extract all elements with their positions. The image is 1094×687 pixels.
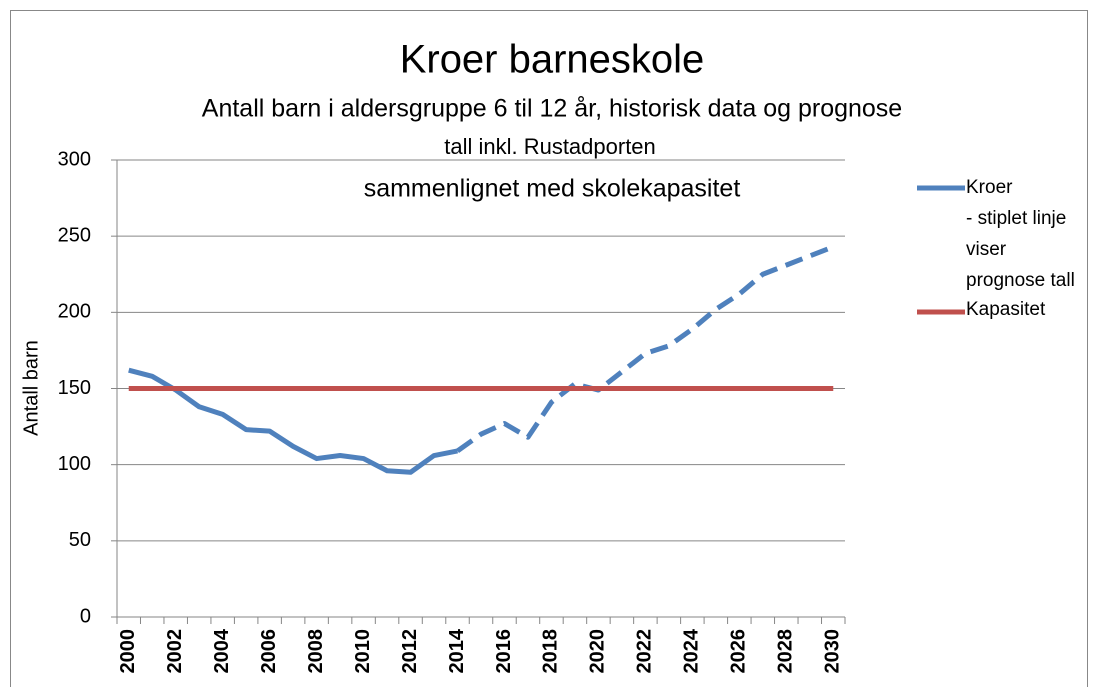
x-tick-label: 2014 (446, 628, 468, 673)
chart-subtitle: tall inkl. Rustadporten (444, 134, 656, 159)
y-tick-label: 100 (58, 453, 91, 475)
x-tick-label: 2004 (211, 628, 233, 673)
legend-label: - stiplet linje (966, 208, 1066, 229)
chart-frame (10, 10, 1088, 687)
y-axis-label: Antall barn (20, 340, 42, 436)
forecast-line (456, 244, 835, 453)
x-tick-label: 2006 (258, 629, 280, 674)
legend-label: Kroer (966, 177, 1013, 198)
chart-title: Kroer barneskole (400, 38, 705, 82)
x-tick-label: 2022 (634, 629, 656, 674)
x-tick-label: 2030 (822, 629, 844, 674)
x-tick-label: 2016 (493, 629, 515, 674)
x-tick-label: 2024 (681, 628, 703, 673)
legend-label: viser (966, 239, 1007, 260)
y-tick-label: 150 (58, 377, 91, 399)
x-tick-label: 2002 (164, 629, 186, 674)
x-tick-label: 2018 (540, 629, 562, 674)
x-tick-label: 2012 (399, 629, 421, 674)
x-tick-label: 2000 (117, 629, 139, 674)
y-tick-label: 300 (58, 148, 91, 170)
y-tick-label: 50 (69, 529, 91, 551)
legend-label: Kapasitet (966, 299, 1046, 320)
x-tick-label: 2028 (775, 629, 797, 674)
chart-subtitle: sammenlignet med skolekapasitet (364, 175, 741, 203)
y-tick-label: 0 (80, 605, 91, 627)
legend-label: prognose tall (966, 270, 1075, 291)
x-tick-label: 2020 (587, 629, 609, 674)
x-tick-label: 2010 (352, 629, 374, 674)
x-tick-label: 2026 (728, 629, 750, 674)
x-tick-label: 2008 (305, 629, 327, 674)
series-line (128, 367, 458, 475)
y-tick-label: 200 (58, 301, 91, 323)
chart-subtitle: Antall barn i aldersgruppe 6 til 12 år, … (202, 95, 902, 123)
y-tick-label: 250 (58, 224, 91, 246)
